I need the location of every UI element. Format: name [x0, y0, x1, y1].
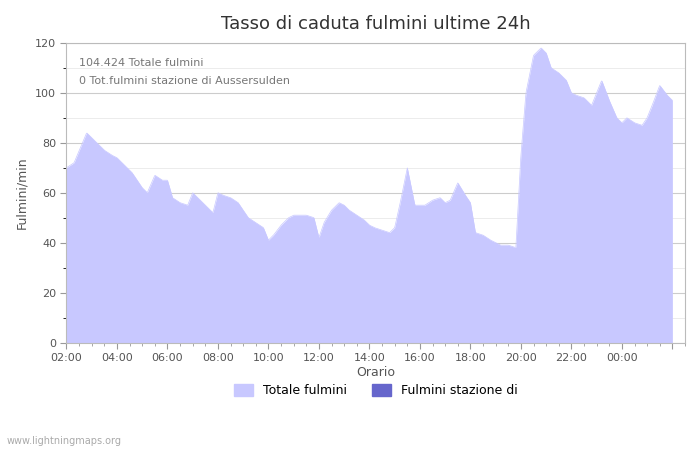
Legend: Totale fulmini, Fulmini stazione di: Totale fulmini, Fulmini stazione di [229, 379, 522, 402]
Title: Tasso di caduta fulmini ultime 24h: Tasso di caduta fulmini ultime 24h [221, 15, 531, 33]
Text: 0 Tot.fulmini stazione di Aussersulden: 0 Tot.fulmini stazione di Aussersulden [79, 76, 290, 86]
Y-axis label: Fulmini/min: Fulmini/min [15, 157, 28, 229]
Text: www.lightningmaps.org: www.lightningmaps.org [7, 436, 122, 446]
Text: 104.424 Totale fulmini: 104.424 Totale fulmini [79, 58, 204, 68]
X-axis label: Orario: Orario [356, 366, 396, 379]
